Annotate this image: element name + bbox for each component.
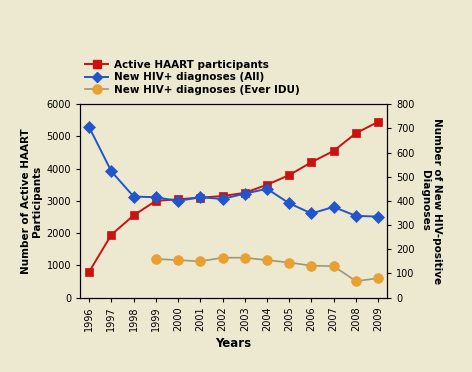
Y-axis label: Number of Active HAART
Participants: Number of Active HAART Participants [21, 128, 42, 274]
Legend: Active HAART participants, New HIV+ diagnoses (All), New HIV+ diagnoses (Ever ID: Active HAART participants, New HIV+ diag… [85, 60, 299, 95]
Y-axis label: Number of New HIV-positive
Diagnoses: Number of New HIV-positive Diagnoses [420, 118, 442, 284]
X-axis label: Years: Years [216, 337, 252, 350]
